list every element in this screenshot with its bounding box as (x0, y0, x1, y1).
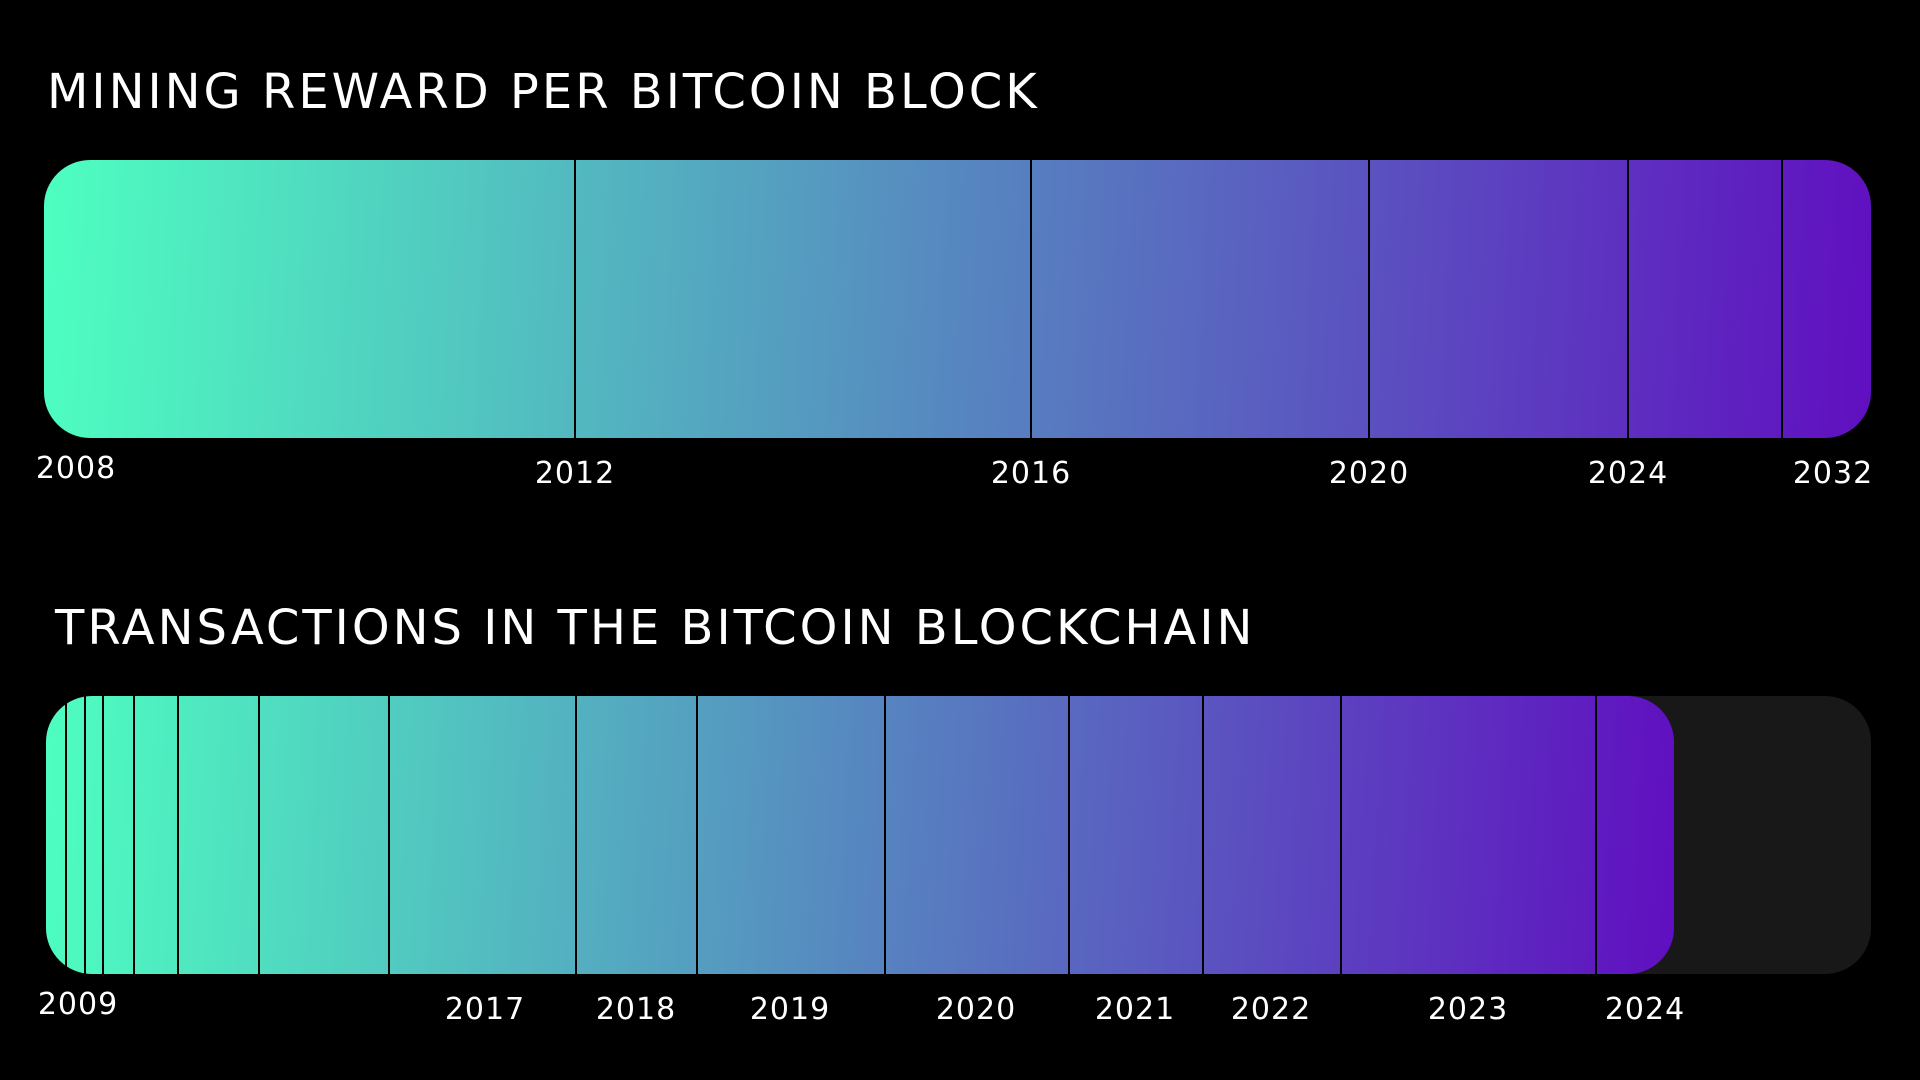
reward-tick-label-2016: 2016 (991, 456, 1071, 491)
transactions-tick-label-2024: 2024 (1605, 992, 1685, 1027)
reward-tick-label-2024: 2024 (1588, 456, 1668, 491)
reward-tick-label-2020: 2020 (1329, 456, 1409, 491)
chart-title-mining-reward: MINING REWARD PER BITCOIN BLOCK (47, 64, 1040, 120)
transactions-tick-label-2023: 2023 (1428, 992, 1508, 1027)
chart-title-transactions: TRANSACTIONS IN THE BITCOIN BLOCKCHAIN (55, 600, 1256, 656)
reward-bar-fill (44, 160, 1871, 438)
transactions-tick-label-2017: 2017 (445, 992, 525, 1027)
mining-reward-bar-chart: 2008 2012 2016 2020 2024 2032 (36, 160, 1873, 491)
reward-tick-label-2032: 2032 (1793, 456, 1873, 491)
transactions-bar-fill (46, 696, 1674, 974)
reward-tick-label-2012: 2012 (535, 456, 615, 491)
transactions-tick-label-2021: 2021 (1095, 992, 1175, 1027)
transactions-tick-label-2009: 2009 (38, 987, 118, 1022)
reward-tick-label-2008: 2008 (36, 451, 116, 486)
transactions-tick-label-2020: 2020 (936, 992, 1016, 1027)
transactions-tick-label-2019: 2019 (750, 992, 830, 1027)
transactions-bar-chart: 2009 2017 2018 2019 2020 2021 2022 2023 2024 (38, 696, 1871, 1027)
transactions-tick-label-2018: 2018 (596, 992, 676, 1027)
transactions-tick-label-2022: 2022 (1231, 992, 1311, 1027)
